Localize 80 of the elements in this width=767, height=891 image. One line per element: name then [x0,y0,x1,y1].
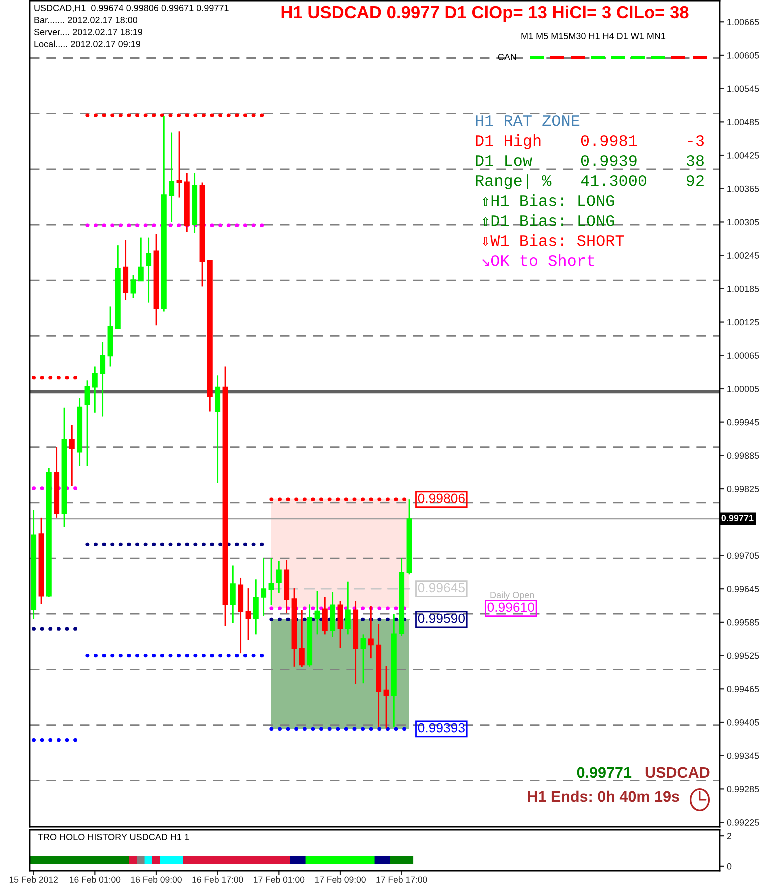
y-tick-label: 1.00005 [728,386,760,392]
annotation: M1 M5 M15M30 H1 H4 D1 W1 MN1 [522,33,666,40]
annotation: H1 Ends: 0h 40m 19s [528,790,680,802]
candlestick [368,606,374,660]
series-label: 0.99806 [418,494,465,504]
annotation: H1 RAT ZONE [476,115,580,126]
y-tick-label: 1.00125 [728,319,760,326]
text: 0.99610 [488,602,534,612]
y-tick-label: 1.00305 [728,219,760,226]
y-tick-label: 1.00485 [728,119,760,126]
annotation: CAN [498,54,516,60]
y-tick-label: 0.99585 [727,619,760,626]
y-tick-label: 0.99465 [727,686,760,693]
y-tick-label: 1.00245 [728,252,760,259]
y-tick-label: 2 [727,833,732,840]
annotation: USDCAD,H1 0.99674 0.99806 0.99671 0.99771 [34,5,229,12]
candlestick [345,581,351,636]
candlestick [138,237,144,282]
ref-line-label: 0.99771 [722,515,754,522]
y-tick-label: 0 [727,863,732,870]
candlestick [84,380,90,467]
annotation: ⇧H1 Bias: LONG [482,194,614,206]
candlestick [130,274,136,300]
y-tick-label: 0.99705 [727,552,760,560]
annotation: 0.99771 [577,767,632,778]
x-tick-label: 16 Feb 17:00 [192,876,244,883]
candlestick [253,578,259,636]
y-tick-label: 1.00545 [728,86,760,92]
candlestick [100,342,106,418]
y-tick-label: 0.99645 [727,586,760,592]
candlestick [261,558,267,618]
annotation: D1 High 0.9981 -3 [476,134,704,150]
y-tick-label: 0.99885 [727,452,760,460]
chart-title: H1 USDCAD 0.9977 D1 ClOp= 13 HiCl= 3 ClLo= 38 [282,6,689,22]
y-tick-label: 0.99345 [727,752,760,760]
candlestick [322,596,328,636]
annotation: ↘OK to Short [482,254,594,266]
y-tick-label: 1.00365 [728,186,760,192]
x-tick-label: 17 Feb 17:00 [376,876,428,883]
y-tick-label: 0.99525 [727,652,760,660]
annotation: D1 Low 0.9939 38 [476,155,704,166]
candlestick [299,610,305,668]
candlestick [246,588,252,641]
candlestick [69,424,75,487]
y-tick-label: 1.00425 [728,152,760,159]
annotation: Local..... 2012.02.17 09:19 [34,40,140,48]
annotation: Daily Open [490,592,534,600]
series-label: 0.99393 [418,723,465,733]
annotation: ⇩W1 Bias: SHORT [482,234,624,246]
series-label: 0.99590 [418,614,466,624]
y-tick-label: 1.00605 [728,52,760,59]
y-tick-label: 0.99225 [727,820,760,826]
candlestick [338,600,344,649]
y-tick-label: 1.00665 [728,19,760,26]
candlestick [360,634,366,684]
y-tick-label: 0.99405 [727,719,760,726]
y-tick-label: 0.99285 [727,786,760,793]
x-tick-label: 16 Feb 01:00 [70,876,121,883]
x-tick-label: 17 Feb 09:00 [315,876,366,883]
annotation: Bar....... 2012.02.17 18:00 [34,17,138,24]
annotation: USDCAD [646,767,710,778]
annotation: TRO HOLO HISTORY USDCAD H1 1 [38,834,190,840]
x-tick-label: 15 Feb 2012 [10,876,58,883]
annotation: Server.... 2012.02.17 18:19 [34,29,142,36]
candlestick [276,560,282,594]
annotation: Range| % 41.3000 92 [476,174,704,190]
y-tick-label: 1.00185 [728,286,760,292]
y-tick-label: 0.99825 [727,486,760,492]
y-tick-label: 0.99945 [727,419,760,426]
candlestick [230,565,236,624]
y-tick-label: 1.00065 [728,352,760,359]
x-tick-label: 16 Feb 09:00 [131,876,182,883]
candlestick [176,130,182,198]
x-tick-label: 17 Feb 01:00 [254,876,305,883]
candlestick [314,590,320,636]
candlestick [146,237,152,304]
annotation: ⇧D1 Bias: LONG [482,214,614,226]
candlestick [92,366,98,414]
candlestick [268,558,274,606]
candlestick [169,132,175,223]
